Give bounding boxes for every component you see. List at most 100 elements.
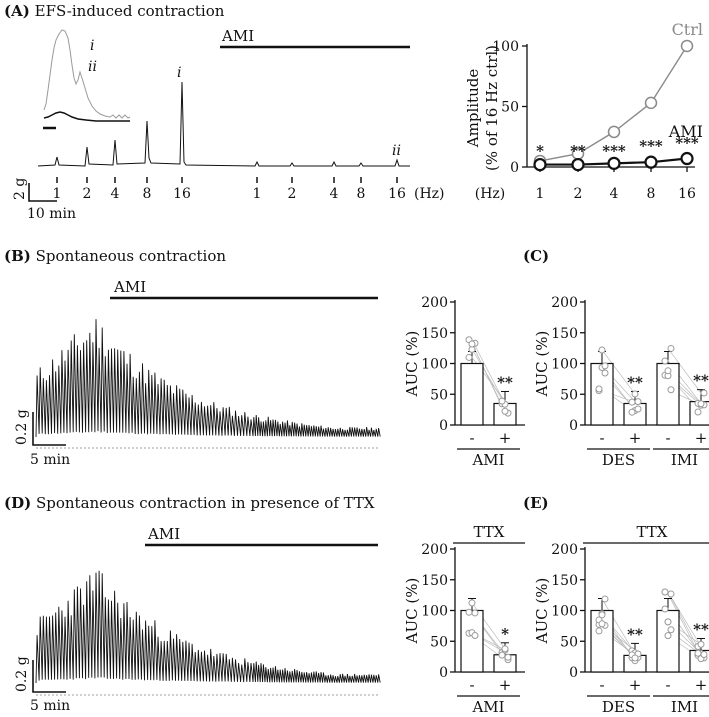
freq-labels: 1 2 4 8 16 1 2 4 8 16 [53, 186, 406, 202]
paired-line [471, 349, 506, 405]
y-tick-label: 200 [551, 295, 578, 311]
data-point [601, 595, 609, 603]
y-tick-label: 200 [551, 542, 578, 558]
y-tick-label: 0 [439, 665, 448, 681]
group-label: AMI [471, 451, 504, 469]
trace-label-ii: ii [392, 143, 401, 159]
spont-trace-d [35, 570, 381, 684]
significance-mark: ** [627, 625, 643, 643]
efs-trace [37, 81, 410, 167]
data-point [498, 397, 506, 405]
data-point [694, 649, 702, 657]
data-point [607, 156, 621, 170]
freq-label: 1 [253, 186, 262, 202]
scale-a-y: 2 g [12, 178, 28, 200]
panel-d-title-text: Spontaneous contraction in presence of T… [36, 494, 375, 512]
freq-label: 4 [111, 186, 120, 202]
data-point [471, 609, 479, 617]
data-point [667, 590, 675, 598]
y-tick-label: 200 [421, 542, 448, 558]
scale-bar-b [32, 412, 66, 446]
freq-label: 1 [53, 186, 62, 202]
x-tick-label: - [665, 676, 670, 694]
data-point [680, 151, 694, 166]
panel-d-tag: (D) [4, 494, 31, 512]
data-point [667, 386, 675, 394]
data-point [631, 654, 639, 662]
data-point [598, 611, 606, 619]
y-tick-label: 100 [551, 357, 578, 373]
x-tick-label: 2 [574, 186, 583, 202]
data-point [595, 385, 603, 393]
paired-line [667, 591, 702, 647]
x-tick-label: 4 [610, 186, 619, 202]
significance-mark: ** [570, 142, 586, 160]
y-tick-label: 50 [560, 387, 578, 403]
data-point [634, 398, 642, 406]
y-tick-label: 100 [421, 357, 448, 373]
scale-b-x: 5 min [30, 452, 70, 468]
significance-mark: ** [693, 620, 709, 638]
scale-a-x: 10 min [27, 206, 76, 222]
data-point [697, 400, 705, 408]
panel-a-title-text: EFS-induced contraction [35, 2, 225, 20]
y-tick-label: 150 [421, 326, 448, 342]
paired-line [667, 348, 702, 394]
y-tick-label: 200 [421, 295, 448, 311]
paired-line [601, 349, 636, 395]
panel-b-title: (B) Spontaneous contraction [4, 247, 226, 265]
y-tick-label: 50 [430, 387, 448, 403]
y-tick-label: 0 [569, 418, 578, 434]
significance-mark: * [536, 142, 544, 160]
y-axis-label-2: (% of 16 Hz ctrl) [483, 45, 501, 171]
panel-b: (B) Spontaneous contraction AMI 0.2 g 5 … [4, 247, 525, 469]
ami-label-d: AMI [147, 525, 180, 543]
bar-chart-e: 0 50 100 150 200 AUC (%) - + ** DES - + ** IMI TTX [533, 523, 709, 716]
significance-mark: ** [693, 372, 709, 390]
group-label: IMI [671, 698, 698, 716]
x-tick-label: - [469, 429, 474, 447]
x-tick-label: + [695, 676, 708, 694]
y-axis-label: AUC (%) [403, 331, 421, 398]
data-point [595, 627, 603, 635]
data-point [465, 353, 473, 361]
x-tick-label: - [665, 429, 670, 447]
data-point [501, 645, 509, 653]
x-tick-label: + [629, 676, 642, 694]
data-point [680, 39, 694, 53]
panel-a-tag: (A) [4, 2, 30, 20]
y-tick-label: 50 [560, 634, 578, 650]
y-tick-label: 100 [492, 39, 519, 55]
bar [460, 362, 484, 426]
x-tick-label: 8 [647, 186, 656, 202]
paired-line [667, 591, 702, 654]
significance-mark: ** [497, 373, 513, 391]
data-point [667, 344, 675, 352]
data-point [631, 390, 639, 398]
data-point [468, 599, 476, 607]
x-tick-label: - [599, 429, 604, 447]
group-label: DES [602, 451, 635, 469]
inset-trace-i [43, 29, 131, 119]
hz-unit-a: (Hz) [414, 186, 445, 202]
data-point [471, 631, 479, 639]
spont-trace-b [35, 319, 381, 438]
freq-label: 2 [288, 186, 297, 202]
group-label: DES [602, 698, 635, 716]
freq-label: 2 [83, 186, 92, 202]
data-point [628, 408, 636, 416]
bar-chart-d: 0 50 100 150 200 AUC (%) - + * AMI TTX [403, 523, 525, 716]
x-tick-label: - [599, 676, 604, 694]
group-label: IMI [671, 451, 698, 469]
data-point [664, 632, 672, 640]
data-point [598, 620, 606, 628]
legend-ctrl: Ctrl [672, 20, 703, 39]
data-point [498, 651, 506, 659]
data-point [465, 608, 473, 616]
ami-label-a: AMI [221, 27, 254, 45]
data-point [700, 651, 708, 659]
y-tick-label: 150 [551, 326, 578, 342]
y-tick-label: 150 [421, 573, 448, 589]
header-label: TTX [474, 523, 505, 541]
